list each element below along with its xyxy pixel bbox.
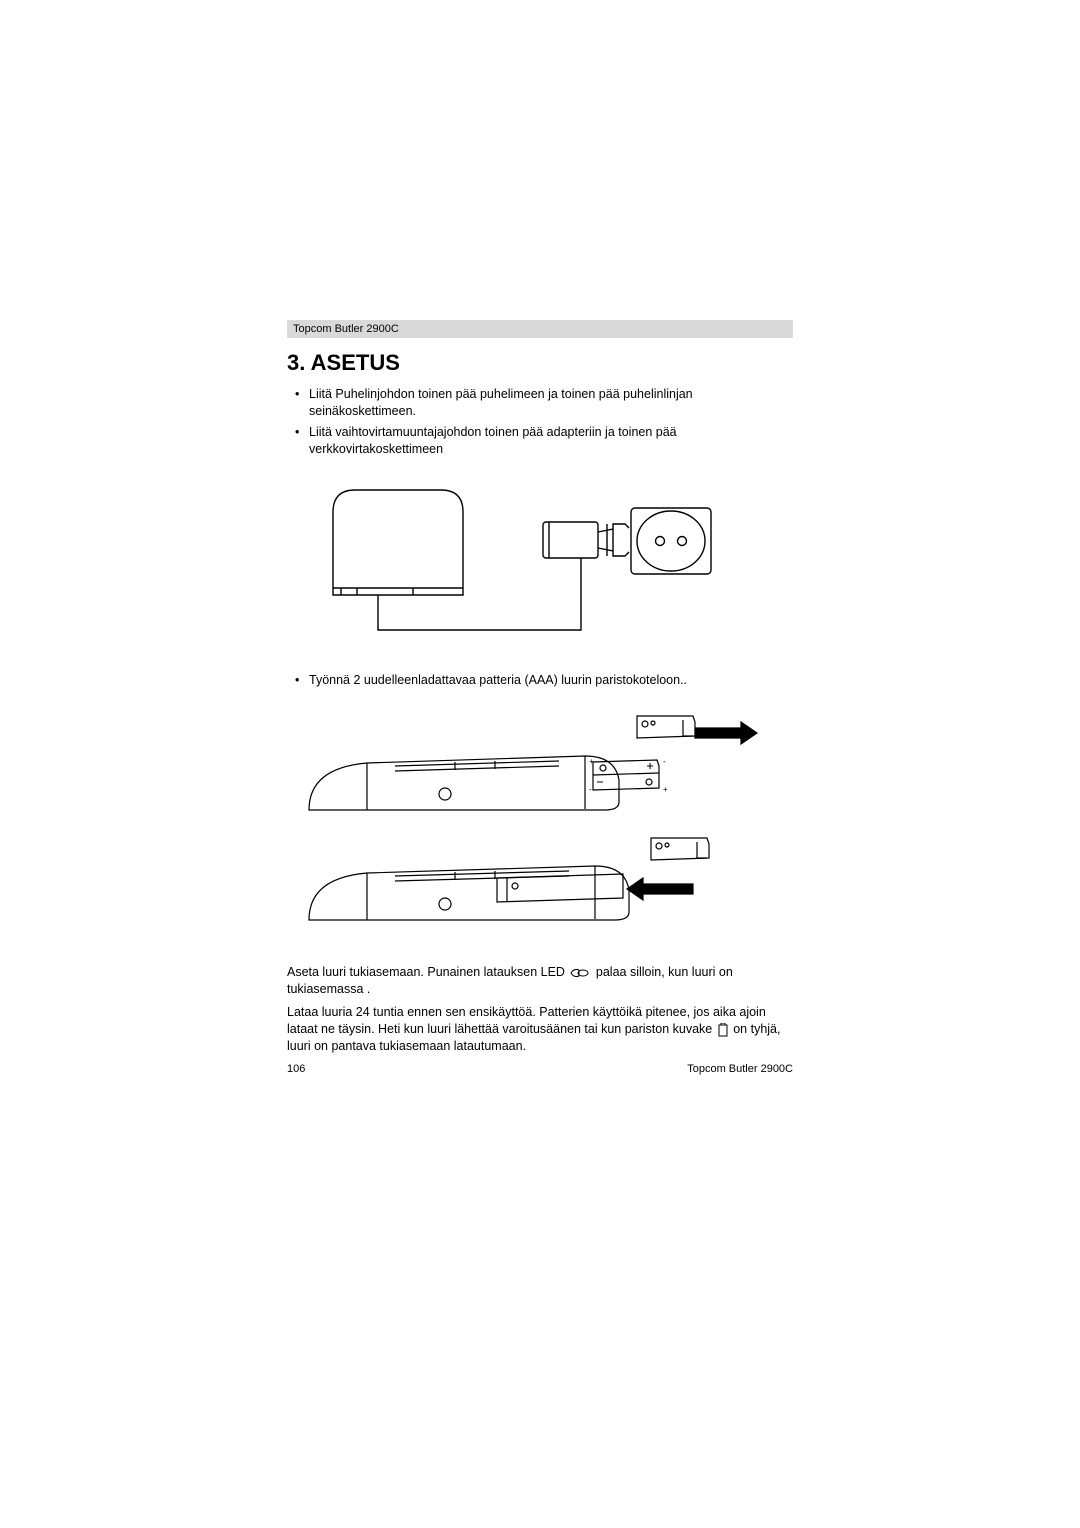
handset-battery-diagram: + - - +: [297, 710, 767, 935]
bullet-insert-batteries: Työnnä 2 uudelleenladattavaa patteria (A…: [287, 672, 793, 689]
bullet-ac-adapter: Liitä vaihtovirtamuuntajajohdon toinen p…: [287, 424, 793, 458]
svg-text:-: -: [663, 757, 666, 766]
page-footer: 106 Topcom Butler 2900C: [287, 1063, 793, 1075]
battery-icon: [718, 1023, 728, 1037]
base-adapter-diagram: [313, 480, 723, 645]
para2-part-a: Lataa luuria 24 tuntia ennen sen ensikäy…: [287, 1005, 766, 1036]
svg-text:-: -: [589, 785, 592, 794]
footer-model: Topcom Butler 2900C: [687, 1063, 793, 1075]
svg-text:+: +: [589, 757, 594, 766]
para1-part-a: Aseta luuri tukiasemaan. Punainen latauk…: [287, 965, 568, 979]
header-model-text: Topcom Butler 2900C: [293, 323, 399, 335]
header-model-bar: Topcom Butler 2900C: [287, 320, 793, 338]
section-title: 3. ASETUS: [287, 350, 793, 376]
svg-text:+: +: [663, 785, 668, 794]
bullet-phone-cord: Liitä Puhelinjohdon toinen pää puhelimee…: [287, 386, 793, 420]
charging-para-1: Aseta luuri tukiasemaan. Punainen latauk…: [287, 964, 793, 998]
led-icon: [570, 968, 590, 978]
page-number: 106: [287, 1063, 305, 1075]
page-content: Topcom Butler 2900C 3. ASETUS Liitä Puhe…: [287, 320, 793, 1055]
charging-para-2: Lataa luuria 24 tuntia ennen sen ensikäy…: [287, 1004, 793, 1055]
mid-bullet-list: Työnnä 2 uudelleenladattavaa patteria (A…: [287, 672, 793, 689]
top-bullet-list: Liitä Puhelinjohdon toinen pää puhelimee…: [287, 386, 793, 458]
